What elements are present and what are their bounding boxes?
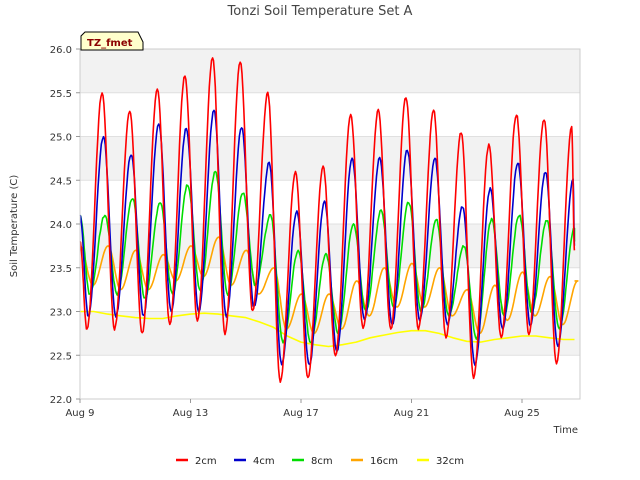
x-axis-ticks: Aug 9 Aug 13 Aug 17 Aug 21 Aug 25 [65,399,540,419]
y-tick-label: 25.5 [50,89,72,100]
tz-badge: TZ_fmet [80,31,144,51]
legend-label-8cm: 8cm [311,456,333,467]
legend-label-2cm: 2cm [195,456,217,467]
plot-band [80,355,580,399]
plot-band [80,180,580,224]
legend: 2cm 4cm 8cm 16cm 32cm [176,456,464,467]
x-axis-label: Time [553,425,578,436]
series-lines [79,57,579,383]
y-axis-ticks: 22.0 22.5 23.0 23.5 24.0 24.5 25.0 25.5 26.0 [50,45,80,406]
y-tick-label: 23.0 [50,308,72,319]
y-tick-label: 22.5 [50,351,72,362]
chart-title: Tonzi Soil Temperature Set A [227,4,413,19]
y-tick-label: 24.5 [50,176,72,187]
y-tick-label: 24.0 [50,220,72,231]
x-tick-label: Aug 13 [173,408,208,419]
y-tick-label: 22.0 [50,395,72,406]
legend-label-32cm: 32cm [436,456,464,467]
badge-shape [80,31,144,51]
plot-band [80,49,580,93]
badge-label: TZ_fmet [87,38,133,49]
legend-label-16cm: 16cm [370,456,398,467]
x-tick-label: Aug 21 [394,408,429,419]
y-tick-label: 25.0 [50,133,72,144]
y-axis-label: Soil Temperature (C) [9,175,20,278]
x-tick-label: Aug 9 [65,408,94,419]
x-tick-label: Aug 17 [283,408,318,419]
y-tick-label: 23.5 [50,264,72,275]
series-line-2cm [79,57,576,383]
x-tick-label: Aug 25 [504,408,539,419]
legend-label-4cm: 4cm [253,456,275,467]
series-line-32cm [80,310,575,348]
plot-band [80,92,580,137]
y-tick-label: 26.0 [50,45,72,56]
